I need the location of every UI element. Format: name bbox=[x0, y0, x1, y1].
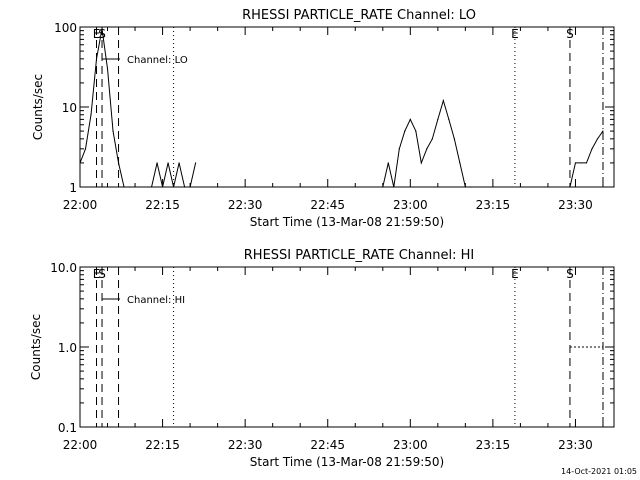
data-point bbox=[112, 130, 114, 132]
x-tick-label: 23:00 bbox=[393, 438, 428, 452]
data-point bbox=[167, 162, 169, 164]
chart-panel-2: RHESSI PARTICLE_RATE Channel: HI Start Ti… bbox=[29, 248, 615, 469]
data-point bbox=[161, 186, 164, 188]
legend-label: Channel: LO bbox=[127, 55, 188, 66]
data-point bbox=[420, 162, 422, 164]
data-point bbox=[437, 118, 439, 120]
data-point bbox=[580, 162, 582, 164]
data-point bbox=[398, 148, 400, 150]
x-axis-label: Start Time (13-Mar-08 21:59:50) bbox=[250, 455, 444, 469]
data-point bbox=[431, 138, 433, 140]
x-tick-label: 23:15 bbox=[476, 198, 511, 212]
series-line bbox=[79, 28, 604, 188]
data-point bbox=[106, 68, 109, 70]
data-point bbox=[591, 148, 593, 150]
chart-panel-1: RHESSI PARTICLE_RATE Channel: LO Start Ti… bbox=[31, 8, 615, 229]
y-axis-label: Counts/sec bbox=[29, 314, 43, 380]
data-point bbox=[150, 186, 153, 188]
data-point bbox=[79, 162, 81, 164]
plot-frame bbox=[79, 266, 615, 428]
event-marker-label: S bbox=[566, 267, 574, 281]
x-tick-label: 22:15 bbox=[145, 198, 180, 212]
data-point bbox=[426, 148, 428, 150]
data-point bbox=[409, 118, 411, 120]
data-point bbox=[90, 114, 92, 116]
data-point bbox=[123, 186, 125, 188]
event-marker-label: E bbox=[511, 27, 519, 41]
plot-frame bbox=[79, 26, 615, 188]
x-tick-label: 23:30 bbox=[558, 198, 593, 212]
data-point bbox=[602, 130, 604, 132]
y-axis-label: Counts/sec bbox=[31, 74, 45, 140]
event-marker-label: E bbox=[511, 267, 519, 281]
data-point bbox=[84, 148, 87, 150]
data-point bbox=[128, 186, 131, 188]
x-tick-label: 22:30 bbox=[228, 438, 263, 452]
x-tick-label: 23:15 bbox=[476, 438, 511, 452]
data-point bbox=[393, 186, 395, 188]
chart-title: RHESSI PARTICLE_RATE Channel: LO bbox=[242, 8, 476, 23]
data-point bbox=[156, 162, 158, 164]
data-point bbox=[195, 162, 197, 164]
data-point bbox=[101, 28, 103, 30]
x-tick-label: 22:00 bbox=[63, 198, 98, 212]
data-point bbox=[596, 138, 599, 140]
y-tick-label: 1.0 bbox=[58, 341, 77, 355]
y-tick-label: 0.1 bbox=[58, 421, 77, 435]
data-point bbox=[442, 100, 444, 102]
x-tick-label: 23:30 bbox=[558, 438, 593, 452]
x-tick-label: 22:00 bbox=[63, 438, 98, 452]
x-tick-label: 22:45 bbox=[310, 198, 345, 212]
data-point bbox=[464, 186, 466, 188]
data-point bbox=[95, 58, 98, 60]
data-point bbox=[387, 162, 389, 164]
data-point bbox=[453, 138, 455, 140]
data-point bbox=[569, 186, 571, 188]
x-axis-label: Start Time (13-Mar-08 21:59:50) bbox=[250, 215, 444, 229]
data-point bbox=[183, 186, 186, 188]
x-tick-label: 22:30 bbox=[228, 198, 263, 212]
data-point bbox=[574, 162, 577, 164]
data-point bbox=[172, 186, 175, 188]
data-point bbox=[448, 118, 450, 120]
event-marker-label: E bbox=[93, 27, 101, 41]
data-point bbox=[415, 130, 417, 132]
event-marker-label: S bbox=[98, 267, 106, 281]
y-tick-label: 100 bbox=[54, 21, 77, 35]
chart-title: RHESSI PARTICLE_RATE Channel: HI bbox=[244, 248, 474, 263]
y-tick-label: 10.0 bbox=[50, 261, 77, 275]
x-tick-label: 23:00 bbox=[393, 198, 428, 212]
legend-label: Channel: HI bbox=[127, 295, 185, 306]
y-tick-label: 10 bbox=[62, 101, 77, 115]
event-marker-label: S bbox=[566, 27, 574, 41]
data-point bbox=[585, 162, 588, 164]
x-tick-label: 22:45 bbox=[310, 438, 345, 452]
x-tick-label: 22:15 bbox=[145, 438, 180, 452]
data-point bbox=[470, 186, 472, 188]
data-point bbox=[189, 186, 191, 188]
y-tick-label: 1 bbox=[69, 181, 77, 195]
footer-timestamp: 14-Oct-2021 01:05 bbox=[561, 467, 637, 476]
event-marker-label: S bbox=[98, 27, 106, 41]
data-point bbox=[178, 162, 180, 164]
data-point bbox=[404, 130, 406, 132]
data-point bbox=[459, 162, 461, 164]
data-point bbox=[382, 186, 384, 188]
event-marker-label: E bbox=[93, 267, 101, 281]
data-point bbox=[117, 162, 120, 164]
